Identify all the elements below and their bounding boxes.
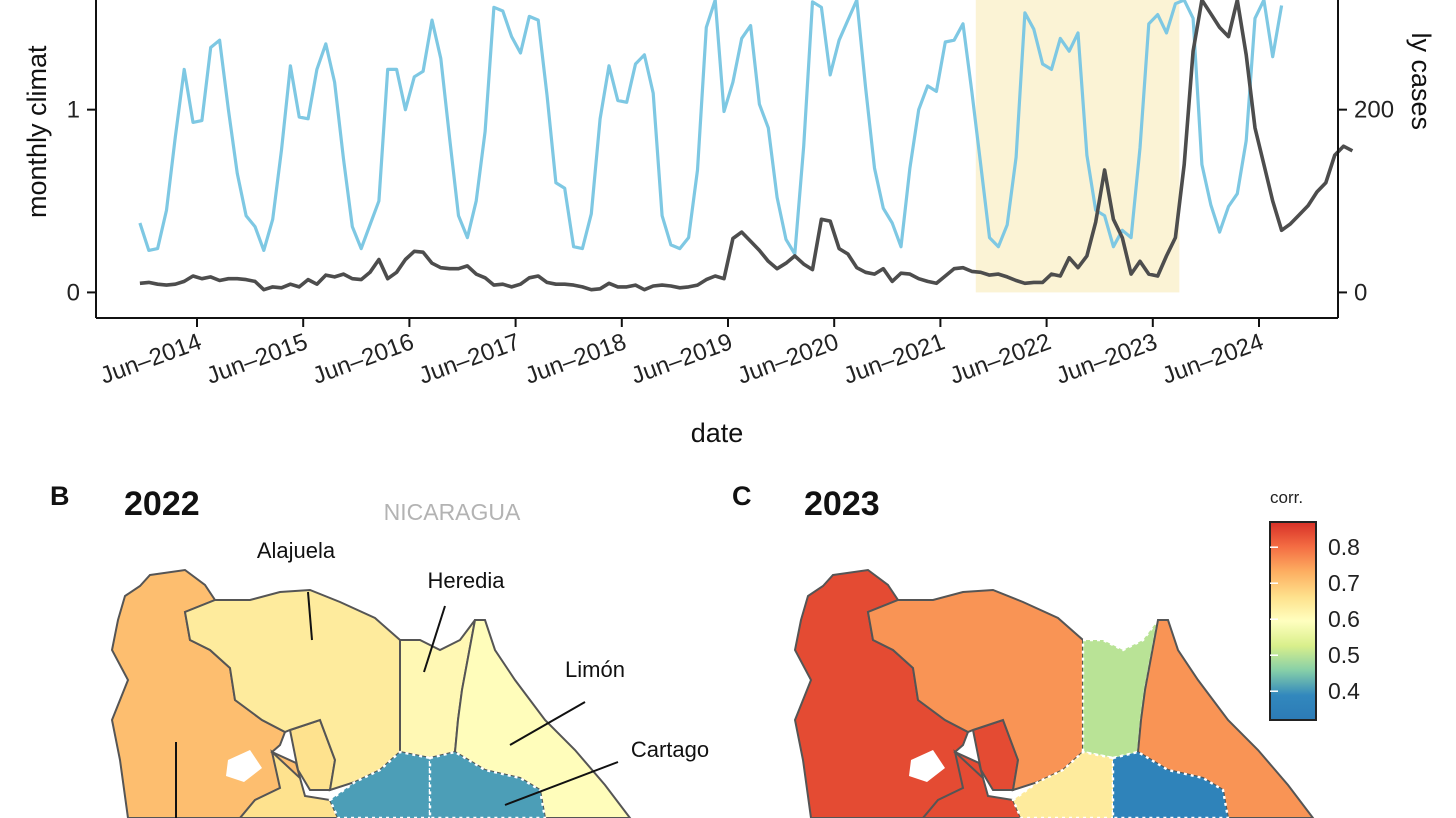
climate-series-line	[138, 0, 1284, 256]
leader-cartago	[504, 761, 619, 806]
label-alajuela: Alajuela	[257, 538, 336, 563]
panel-letter-c: C	[732, 481, 752, 511]
x-tick-label: Jun–2018	[522, 328, 630, 389]
label-heredia: Heredia	[427, 568, 505, 593]
leader-limon	[509, 701, 586, 746]
legend-tick-label: 0.5	[1328, 642, 1360, 668]
leader-alajuela	[307, 591, 313, 641]
legend-colorbar	[1269, 521, 1317, 721]
x-tick-label: Jun–2021	[840, 328, 948, 389]
x-tick-label: Jun–2019	[628, 328, 736, 389]
label-cartago: Cartago	[631, 737, 709, 762]
lake-patch	[909, 750, 945, 782]
x-tick-label: Jun–2020	[734, 328, 842, 389]
legend-tick-label: 0.8	[1328, 534, 1360, 560]
y-axis-title-right: ly cases	[1406, 32, 1436, 130]
x-tick-label: Jun–2016	[309, 328, 417, 389]
color-legend: corr. 0.8 0.7 0.6 0.5 0.4	[1269, 488, 1360, 721]
region-limon	[1136, 619, 1315, 818]
y-right-tick-label: 0	[1354, 279, 1367, 306]
legend-title: corr.	[1270, 488, 1303, 507]
x-ticks: Jun–2014Jun–2015Jun–2016Jun–2017Jun–2018…	[97, 318, 1267, 390]
lake-patch	[226, 750, 262, 782]
y-ticks-right: 0 200	[1338, 97, 1394, 306]
y-ticks-left: 01	[67, 97, 96, 306]
label-limon: Limón	[565, 657, 625, 682]
x-tick-label: Jun–2023	[1053, 328, 1161, 389]
map-year-2023: 2023	[804, 485, 880, 523]
y-left-tick-label: 1	[67, 97, 80, 124]
legend-ticks: 0.8 0.7 0.6 0.5 0.4	[1270, 534, 1360, 704]
leader-heredia	[423, 605, 446, 673]
region-cartago	[1111, 750, 1230, 818]
map-2023-panel: C 2023	[732, 481, 1315, 818]
region-alajuela	[183, 588, 401, 792]
map-year-2022: 2022	[124, 485, 200, 523]
region-san-jose	[328, 750, 432, 818]
legend-tick-label: 0.7	[1328, 570, 1360, 596]
x-tick-label: Jun–2015	[203, 328, 311, 389]
y-axis-title-left: monthly climat	[22, 45, 52, 218]
nicaragua-label: NICARAGUA	[384, 499, 521, 525]
x-tick-label: Jun–2022	[946, 328, 1054, 389]
x-axis-title: date	[691, 418, 744, 448]
panel-letter-b: B	[50, 481, 70, 511]
region-limon	[453, 619, 632, 818]
legend-tick-label: 0.6	[1328, 606, 1360, 632]
y-left-tick-label: 0	[67, 279, 80, 306]
time-series-panel: Jun–2014Jun–2015Jun–2016Jun–2017Jun–2018…	[22, 0, 1436, 448]
map-2022-panel: B 2022 NICARAGUA Alajuela Heredia Limón …	[50, 481, 709, 818]
cases-series-line	[139, 0, 1354, 292]
y-right-tick-label: 200	[1354, 97, 1394, 124]
region-alajuela	[866, 588, 1084, 792]
x-tick-label: Jun–2014	[97, 328, 205, 389]
x-tick-label: Jun–2017	[415, 328, 523, 389]
x-tick-label: Jun–2024	[1159, 328, 1267, 389]
legend-tick-label: 0.4	[1328, 678, 1360, 704]
region-san-jose	[1011, 750, 1115, 818]
